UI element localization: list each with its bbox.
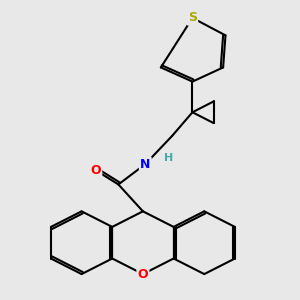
- Text: O: O: [138, 268, 148, 281]
- Text: N: N: [140, 158, 151, 171]
- Text: S: S: [188, 11, 197, 24]
- Text: H: H: [164, 153, 173, 163]
- Text: O: O: [90, 164, 101, 177]
